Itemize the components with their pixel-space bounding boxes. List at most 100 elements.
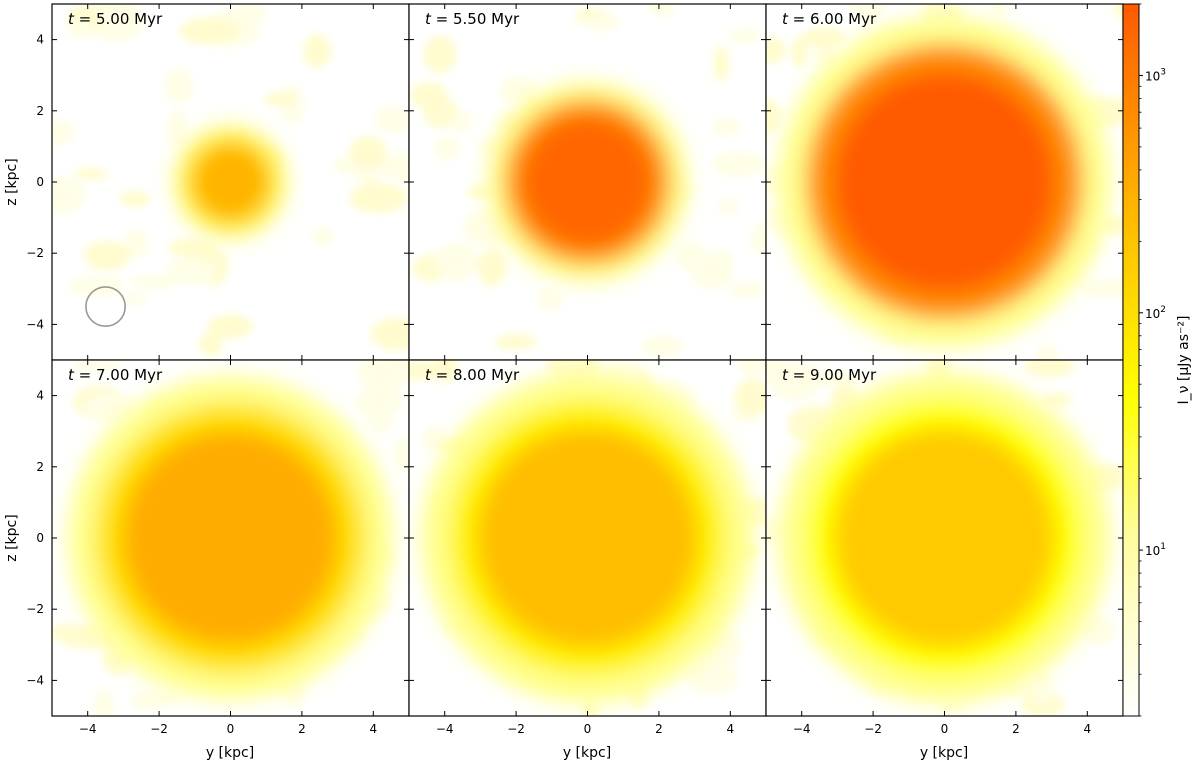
noise-patch [766, 37, 787, 64]
time-label: t = 6.00 Myr [782, 10, 877, 28]
noise-patch [86, 4, 144, 42]
x-tick-label: −4 [79, 722, 97, 736]
emission-core [191, 143, 270, 221]
emission-blob [778, 372, 1111, 704]
time-label: t = 9.00 Myr [782, 366, 877, 384]
noise-patch [166, 258, 217, 285]
panel-image [52, 4, 409, 360]
x-tick-label: 4 [726, 722, 734, 736]
noise-patch [729, 28, 762, 43]
x-axis-label-right: y [kpc] [920, 745, 968, 761]
panel-6: −4 −2 0 2 4 t = 9.00 Myr [765, 359, 1124, 736]
panel-5: −4 −2 0 2 4 t = 8.00 Myr [408, 359, 767, 736]
y-tick-label: 0 [36, 175, 44, 189]
noise-patch [713, 45, 730, 82]
y-tick-label: 0 [36, 531, 44, 545]
x-tick-label: 2 [1012, 722, 1020, 736]
y-axis-label-top: z [kpc] [4, 158, 20, 205]
noise-patch [393, 437, 409, 472]
y-tick-label: 2 [36, 460, 44, 474]
x-tick-label: −2 [507, 722, 525, 736]
noise-patch [712, 151, 766, 177]
noise-patch [198, 332, 223, 357]
noise-patch [583, 14, 621, 31]
x-tick-label: −4 [793, 722, 811, 736]
noise-patch [1024, 360, 1075, 378]
panel-ticks: −4 −2 0 2 4 [409, 360, 766, 736]
x-tick-label: 0 [941, 722, 949, 736]
panel-ticks [409, 4, 766, 360]
panels: −4 −2 0 2 4 t = 5.00 Myr t = 5.50 Myr t = 6.00 … [26, 3, 1124, 736]
emission-core [833, 71, 1056, 293]
noise-patch [68, 276, 125, 297]
noise-patch [582, 699, 600, 716]
panel-ticks [766, 4, 1123, 360]
noise-patch [167, 109, 188, 148]
emission-core [122, 430, 339, 646]
noise-patch [89, 4, 133, 12]
noise-patch [802, 27, 845, 49]
noise-patch [729, 282, 764, 297]
panel-2: t = 5.50 Myr [408, 3, 767, 361]
noise-patch [733, 378, 766, 416]
noise-patch [494, 333, 537, 350]
x-axis-label-middle: y [kpc] [563, 745, 611, 761]
panel-image [766, 4, 1123, 360]
y-tick-label: −4 [26, 317, 44, 331]
noise-patch [370, 317, 409, 351]
noise-patch [52, 177, 86, 214]
noise-patch [723, 632, 743, 658]
noise-patch [686, 659, 739, 694]
noise-patch [358, 360, 409, 392]
colorbar-ticks: 103 102 101 [1139, 3, 1166, 717]
panel-image [409, 360, 766, 716]
noise-patch [1033, 670, 1054, 705]
time-label: t = 5.00 Myr [68, 10, 163, 28]
noise-patch [264, 92, 297, 107]
noise-patch [52, 623, 88, 643]
noise-patch [164, 68, 194, 104]
noise-patch [423, 425, 446, 453]
emission-blob [487, 82, 688, 282]
panel-ticks: −4 −2 0 2 4 [26, 4, 409, 360]
y-tick-label: 4 [36, 33, 44, 47]
time-label: t = 5.50 Myr [425, 10, 520, 28]
noise-patch [1036, 344, 1058, 360]
noise-patch [73, 168, 109, 181]
noise-patch [433, 136, 460, 160]
x-tick-label: 4 [369, 722, 377, 736]
y-tick-label: 4 [36, 389, 44, 403]
noise-patch [69, 18, 94, 39]
colorbar-gradient [1122, 3, 1140, 717]
panel-image [766, 360, 1123, 716]
noise-patch [131, 275, 177, 290]
noise-patch [349, 136, 388, 168]
noise-patch [718, 198, 739, 215]
noise-patch [303, 34, 332, 68]
noise-patch [131, 693, 167, 711]
y-tick-label: −2 [26, 246, 44, 260]
x-tick-label: 0 [227, 722, 235, 736]
emission-blob [421, 372, 754, 704]
x-tick-label: 4 [1083, 722, 1091, 736]
noise-patch [602, 362, 645, 378]
emission-core [520, 115, 655, 249]
noise-patch [648, 4, 675, 17]
noise-patch [423, 35, 457, 74]
x-tick-label: −2 [864, 722, 882, 736]
noise-patch [410, 81, 449, 109]
emission-core [833, 427, 1056, 649]
noise-patch [1082, 279, 1123, 298]
x-tick-label: 0 [584, 722, 592, 736]
panel-1: −4 −2 0 2 4 t = 5.00 Myr [26, 3, 410, 361]
noise-patch [234, 4, 266, 24]
noise-patch [499, 76, 539, 105]
noise-patch [1101, 216, 1123, 236]
panel-image [52, 360, 409, 716]
noise-patch [451, 110, 472, 132]
y-tick-label: 2 [36, 104, 44, 118]
noise-patch [83, 240, 131, 271]
x-tick-label: 2 [298, 722, 306, 736]
noise-patch [378, 152, 409, 181]
